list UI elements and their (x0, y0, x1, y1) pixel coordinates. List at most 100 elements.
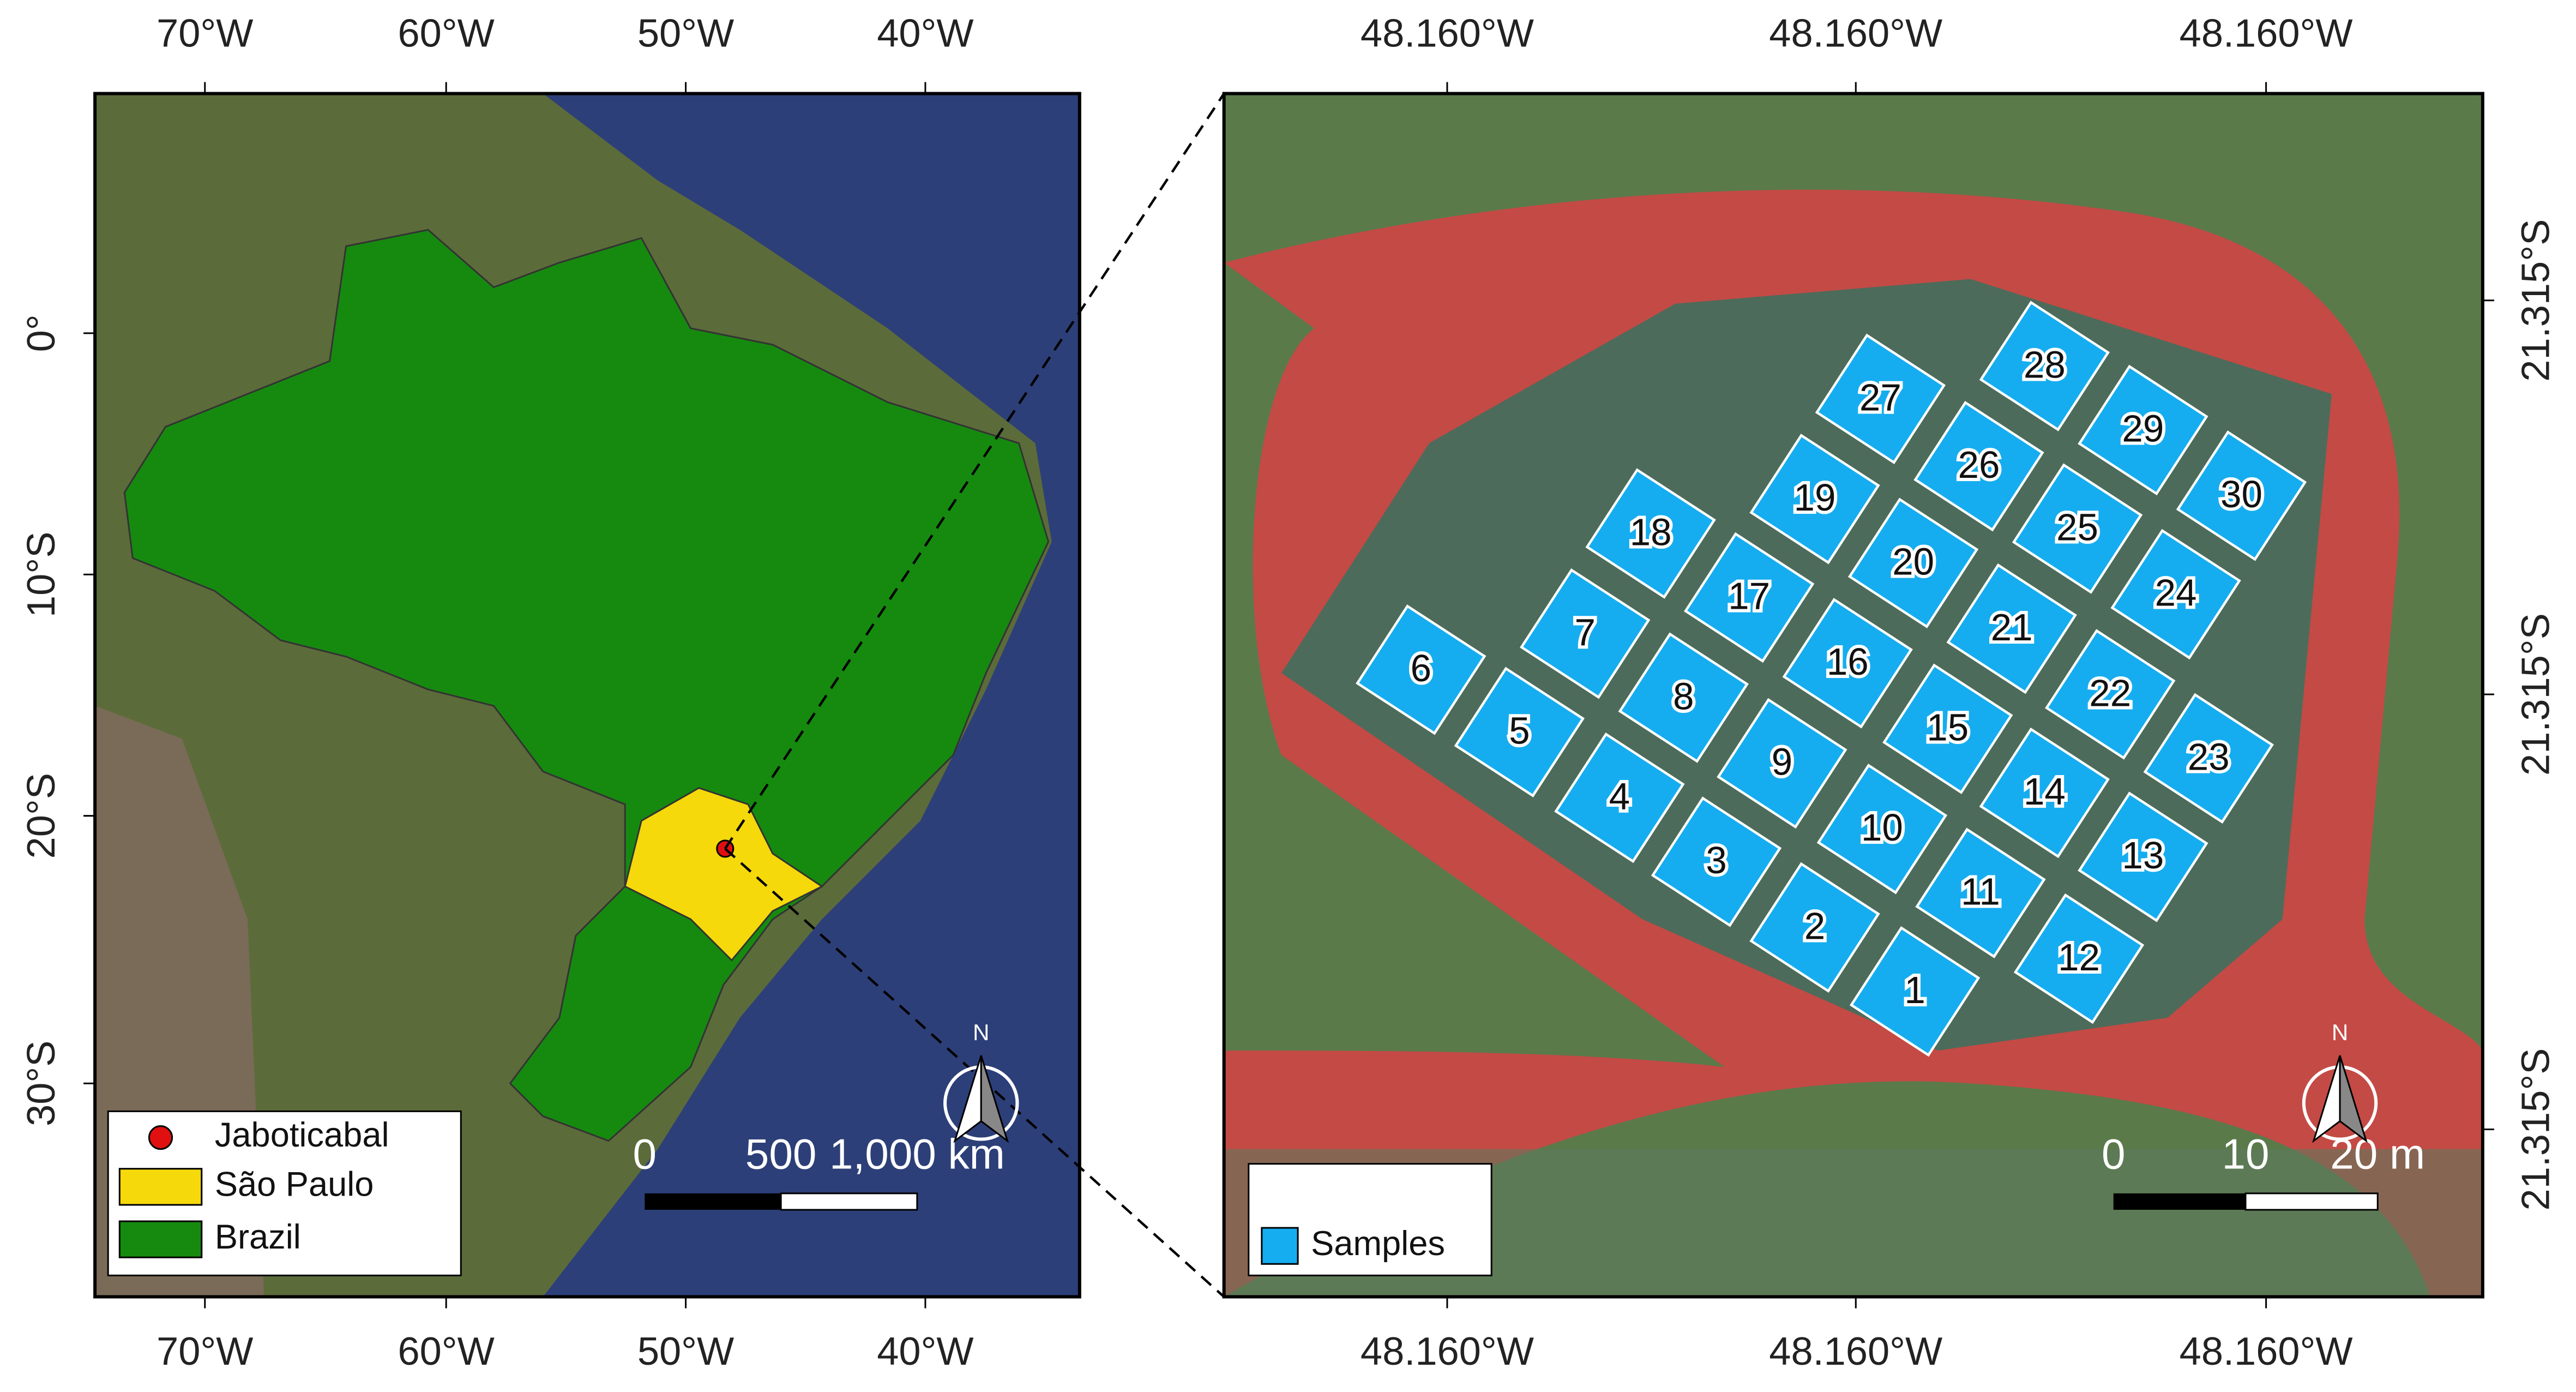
sample-label: 6 (1411, 647, 1432, 689)
sample-plot (1717, 698, 1847, 829)
sample-plot (2078, 364, 2208, 496)
north-arrow (2339, 1055, 2368, 1143)
sample-plot (1585, 468, 1716, 599)
sample-label: 4 (1609, 775, 1630, 818)
sample-plot (1683, 532, 1815, 663)
north-arrow (980, 1055, 1009, 1143)
zoom-line (724, 848, 1225, 1298)
x-tick-label: 50°W (637, 1330, 734, 1373)
y-tick-label: 0° (20, 314, 63, 352)
sample-plot (1554, 732, 1685, 863)
lower-field (1224, 1149, 2483, 1297)
sample-plot (1816, 764, 1948, 895)
sample-label: 25 (2056, 506, 2098, 548)
sample-plot (1356, 604, 1486, 735)
sample-label: 15 (1927, 706, 1969, 748)
y-tick-label: 21.315°S (2514, 219, 2557, 382)
north-label: N (973, 1019, 989, 1045)
sample-label: 14 (2024, 770, 2066, 813)
sample-label: 19 (1794, 476, 1836, 519)
sample-plot (1618, 632, 1749, 763)
sample-plot (1849, 926, 1981, 1057)
sample-label: 22 (2089, 671, 2131, 714)
sample-plot (2012, 463, 2143, 594)
x-tick-label: 70°W (157, 11, 253, 55)
sample-plot (2110, 529, 2241, 660)
north-label: N (2332, 1019, 2348, 1045)
sample-plot (1651, 796, 1782, 927)
sample-plot (1454, 667, 1585, 797)
y-tick-label: 30°S (20, 1041, 63, 1126)
sample-plot (1815, 333, 1946, 464)
sample-label: 10 (1861, 806, 1903, 849)
sample-label: 11 (1961, 870, 2000, 913)
x-tick-label: 48.160°W (2180, 1330, 2353, 1373)
sample-plot (1979, 301, 2110, 431)
left-frame (93, 92, 1081, 1299)
legend-label: São Paulo (215, 1166, 374, 1204)
sample-plot (1882, 663, 2013, 794)
sample-label: 30 (2220, 473, 2262, 515)
sample-plot (2013, 893, 2145, 1024)
y-tick-label: 10°S (20, 532, 63, 617)
legend-symbol (118, 1220, 203, 1258)
x-tick-label: 50°W (637, 11, 734, 55)
legend-symbol (148, 1125, 173, 1150)
sample-plot (1979, 727, 2110, 859)
x-tick-label: 48.160°W (1361, 11, 1534, 55)
sample-plot (2078, 791, 2208, 922)
x-tick-label: 40°W (877, 11, 973, 55)
sample-label: 28 (2024, 343, 2066, 386)
sample-plot (1847, 497, 1979, 628)
sample-label: 3 (1706, 839, 1727, 881)
y-tick-label: 20°S (20, 773, 63, 859)
sample-label: 1 (1904, 969, 1925, 1011)
legend-symbol (1261, 1227, 1299, 1265)
scale-label: 10 (2222, 1130, 2269, 1178)
x-tick-label: 60°W (398, 11, 494, 55)
sample-label: 9 (1772, 741, 1793, 783)
scale-label: 0 (633, 1130, 657, 1178)
legend-label: Jaboticabal (215, 1116, 389, 1154)
sample-label: 16 (1827, 640, 1869, 683)
x-tick-label: 70°W (157, 1330, 253, 1373)
sample-label: 12 (2058, 936, 2100, 979)
legend-label: Brazil (215, 1218, 301, 1256)
sample-label: 5 (1509, 709, 1530, 752)
sample-plot (2045, 629, 2176, 760)
y-tick-label: 21.315°S (2514, 613, 2557, 776)
scale-label: 20 m (2330, 1130, 2425, 1178)
sample-plot (1520, 568, 1651, 699)
x-tick-label: 40°W (877, 1330, 973, 1373)
scale-bar (2113, 1193, 2246, 1210)
sample-label: 17 (1728, 575, 1770, 617)
x-tick-label: 48.160°W (1769, 1330, 1942, 1373)
sample-label: 29 (2122, 407, 2164, 450)
sample-label: 8 (1673, 675, 1694, 717)
sample-plot (1913, 400, 2044, 532)
sample-label: 24 (2155, 572, 2197, 614)
sao-paulo (624, 787, 824, 962)
scale-label: 500 (745, 1130, 817, 1178)
legend-symbol (118, 1168, 203, 1206)
x-tick-label: 48.160°W (1361, 1330, 1534, 1373)
brazil (123, 229, 1050, 1142)
sample-plot (2143, 693, 2274, 824)
scale-bar (2244, 1192, 2379, 1211)
sample-label: 20 (1892, 541, 1934, 583)
sample-label: 13 (2122, 834, 2164, 877)
scale-bar (645, 1193, 781, 1210)
zoom-line (724, 93, 1225, 850)
sample-plot (2176, 430, 2307, 561)
scale-label: 1,000 km (829, 1130, 1005, 1178)
sample-label: 18 (1630, 511, 1672, 553)
sample-label: 2 (1804, 905, 1826, 947)
sample-label: 7 (1574, 611, 1596, 653)
sample-plot (1915, 827, 2046, 958)
scale-label: 0 (2102, 1130, 2126, 1178)
left-map (95, 93, 1080, 1297)
sample-plot (1782, 598, 1913, 729)
sample-label: 27 (1859, 376, 1901, 419)
